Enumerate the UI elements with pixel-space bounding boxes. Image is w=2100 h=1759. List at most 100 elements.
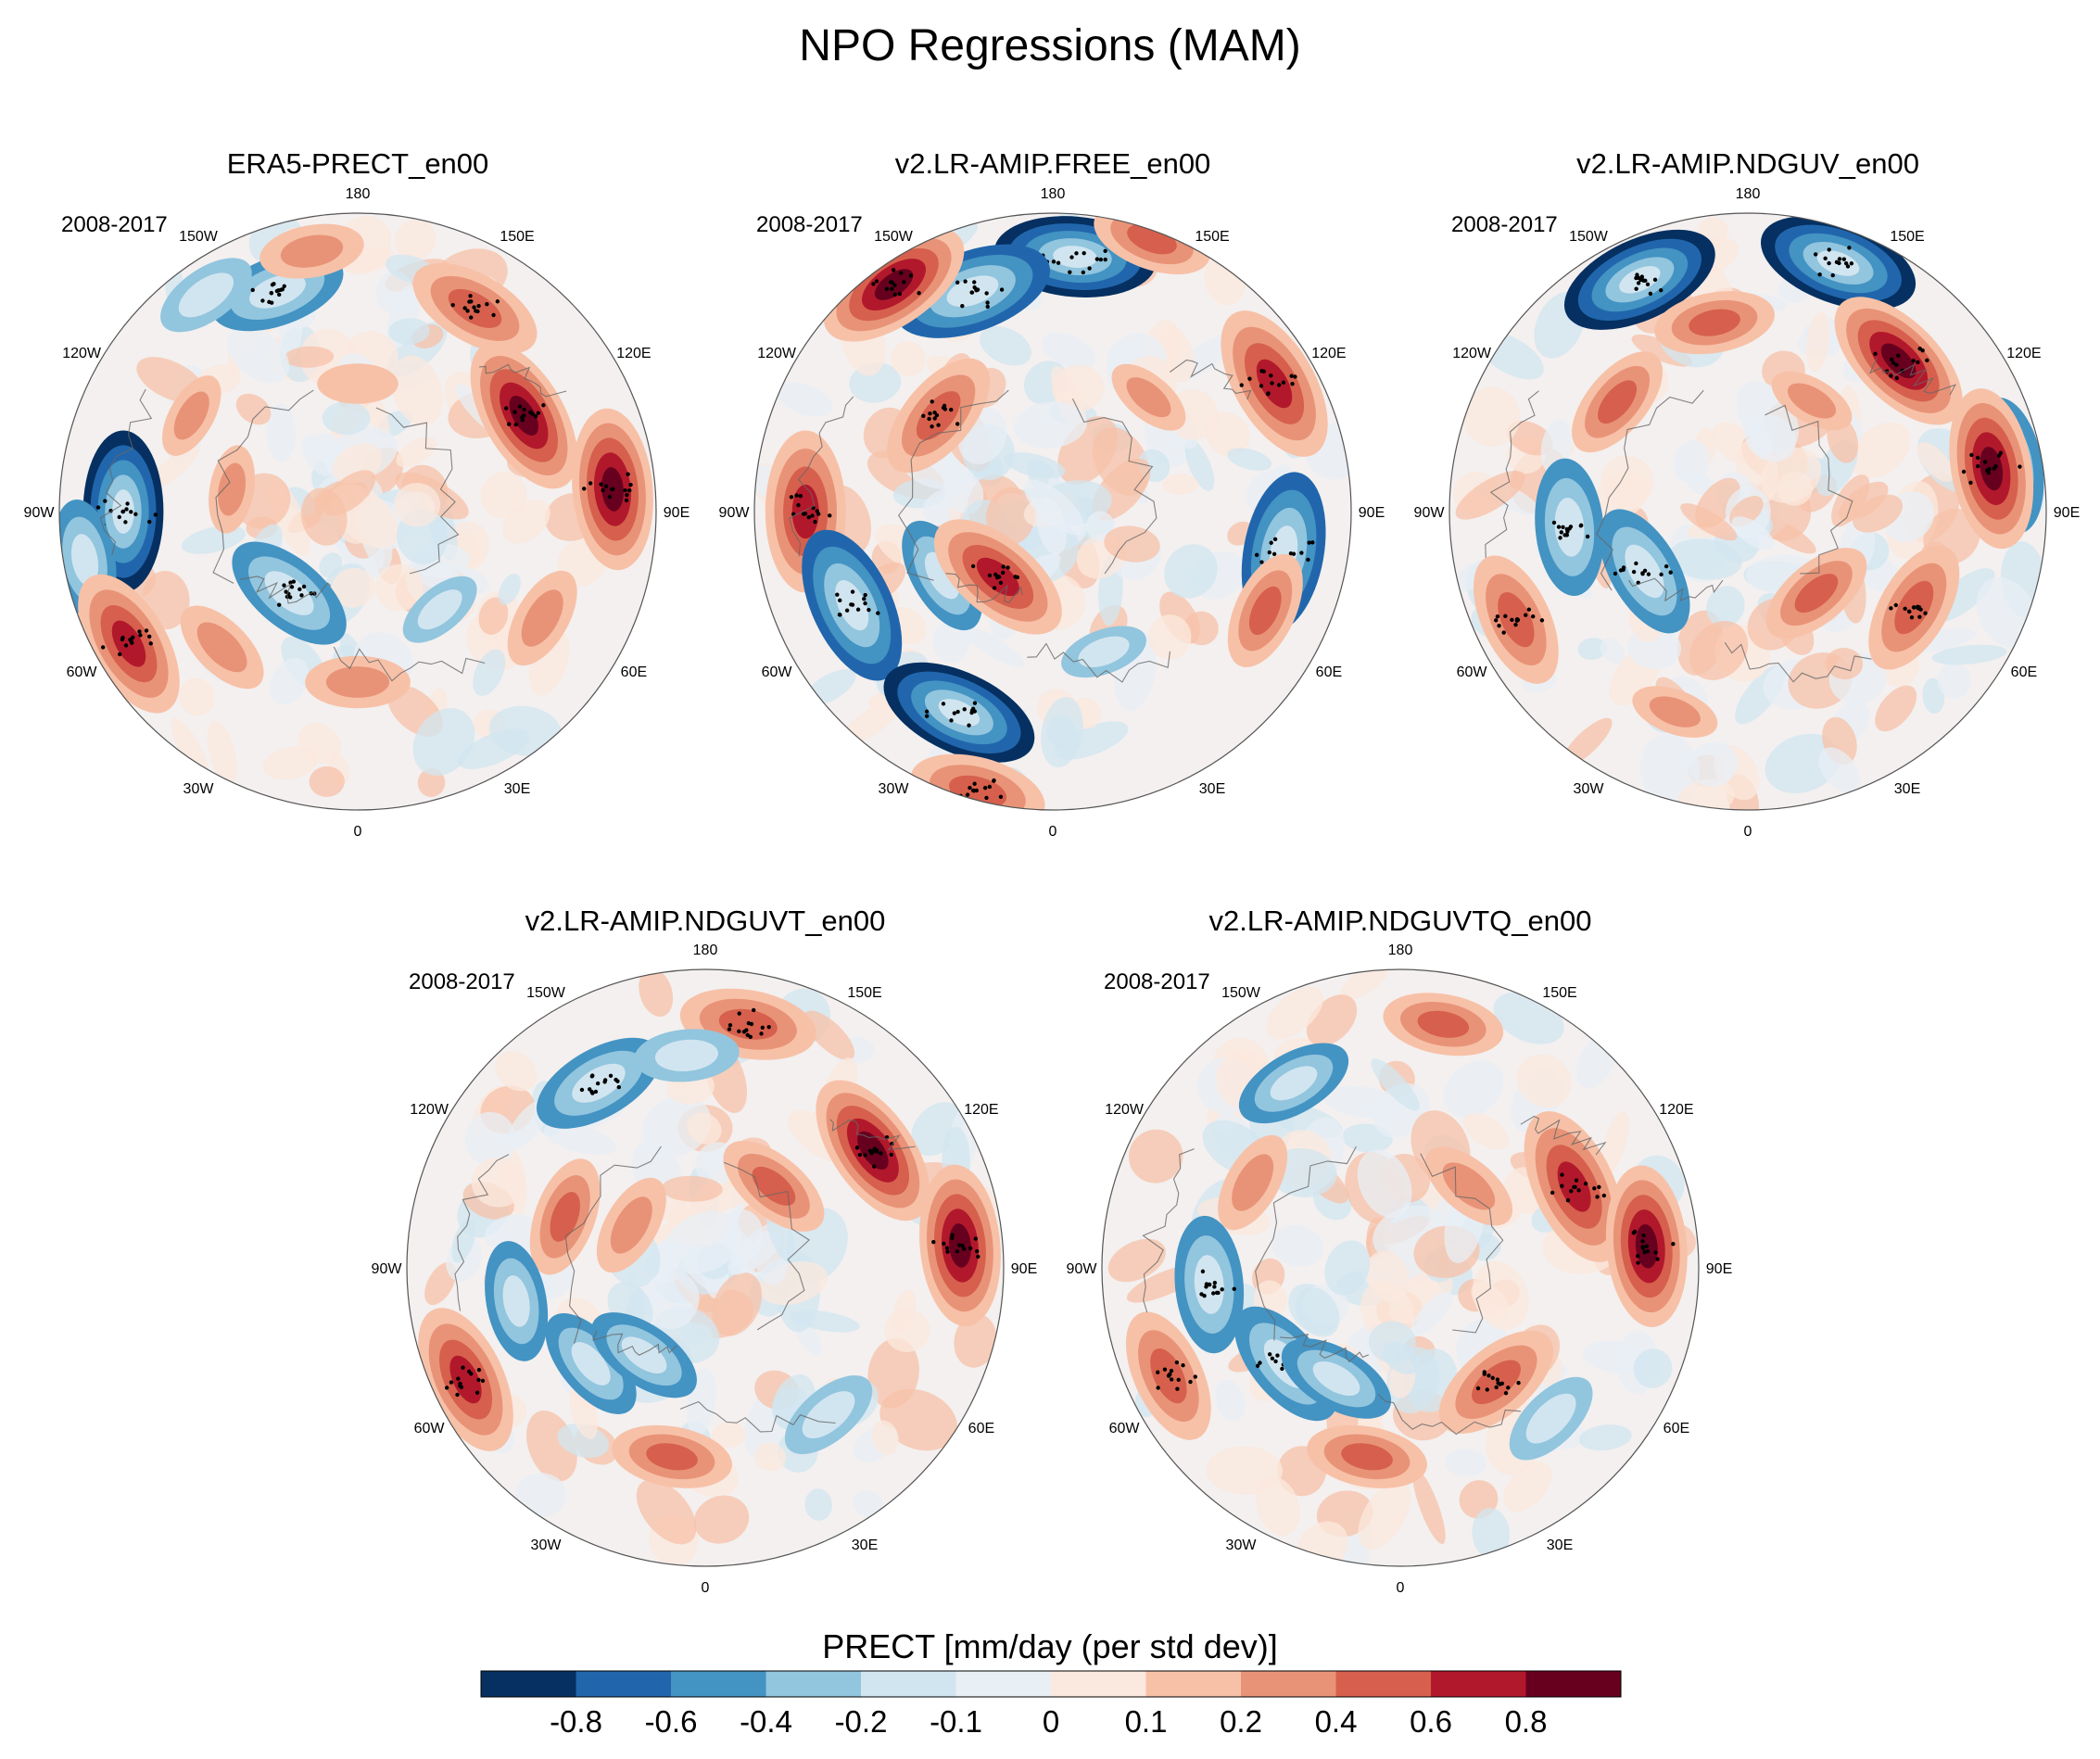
- field-texture-blob: [1365, 1250, 1410, 1302]
- significance-dot: [1239, 383, 1244, 387]
- significance-dot: [250, 287, 255, 293]
- field-texture-blob: [1205, 411, 1250, 457]
- significance-dot: [462, 306, 467, 310]
- colorbar-swatch: [1525, 1671, 1622, 1697]
- significance-dot: [120, 509, 126, 514]
- significance-dot: [890, 1141, 894, 1146]
- significance-dot: [838, 598, 842, 603]
- field-texture-blob: [1411, 1291, 1453, 1336]
- significance-dot: [1841, 257, 1847, 261]
- field-texture-blob: [171, 718, 209, 777]
- longitude-label: 0: [354, 824, 362, 840]
- longitude-label: 90W: [1414, 505, 1446, 521]
- field-texture-blob: [1503, 1462, 1552, 1512]
- longitude-label: 60W: [1109, 1421, 1141, 1436]
- coastline-segment: [99, 388, 153, 555]
- field-texture-blob: [480, 471, 527, 519]
- significance-dot: [1069, 255, 1074, 259]
- significance-dot: [1917, 614, 1922, 619]
- significance-dot: [1903, 606, 1907, 611]
- significance-dot: [1082, 250, 1086, 256]
- significance-dot: [889, 1152, 893, 1158]
- significance-dot: [1015, 575, 1020, 580]
- significance-dot: [931, 1239, 936, 1245]
- significance-dot: [854, 1145, 860, 1150]
- significance-dot: [1889, 373, 1893, 378]
- significance-dot: [969, 290, 974, 295]
- significance-dot: [957, 1243, 962, 1247]
- longitude-label: 90E: [1011, 1261, 1037, 1277]
- field-texture-blob: [1600, 1110, 1629, 1176]
- significance-dot: [1961, 469, 1967, 475]
- significance-dot: [1641, 1233, 1646, 1238]
- significance-dot: [930, 399, 934, 404]
- significance-dot: [950, 1233, 955, 1237]
- longitude-label: 180: [1041, 186, 1066, 202]
- field-texture-blob: [777, 382, 833, 417]
- field-texture-blob: [1777, 471, 1813, 506]
- significance-dot: [485, 301, 489, 307]
- longitude-label: 90W: [24, 505, 56, 521]
- field-texture-blob: [1148, 614, 1192, 660]
- field-texture-blob: [693, 1495, 750, 1544]
- significance-dot: [810, 513, 815, 518]
- longitude-label: 150W: [179, 229, 219, 245]
- longitude-label: 120W: [62, 346, 102, 361]
- field-texture-blob: [396, 437, 437, 468]
- significance-dot: [456, 1376, 461, 1381]
- significance-dot: [291, 579, 297, 584]
- coastlines: [99, 363, 567, 682]
- significance-dot: [941, 702, 946, 706]
- field-texture-blob: [1850, 422, 1911, 479]
- significance-dot: [297, 587, 302, 592]
- significance-dot: [1560, 1183, 1564, 1188]
- coastline-segment: [1765, 404, 1853, 575]
- coastline-segment: [1169, 359, 1252, 400]
- field-texture-blob: [636, 1479, 697, 1545]
- field-texture-blob: [297, 723, 342, 765]
- significance-dot: [982, 785, 988, 791]
- field-texture-blob: [1368, 1321, 1416, 1363]
- significance-dot: [932, 416, 937, 421]
- field-texture-blob: [1227, 448, 1272, 471]
- significance-dot: [1556, 525, 1562, 529]
- longitude-label: 180: [693, 943, 718, 958]
- longitude-label: 150E: [500, 229, 534, 245]
- field-texture-blob: [642, 1095, 712, 1158]
- significance-dot: [1169, 1377, 1174, 1382]
- significance-dot: [476, 303, 481, 309]
- significance-dot: [1181, 1363, 1185, 1368]
- significance-dot: [289, 585, 295, 589]
- significance-dot: [1175, 1386, 1180, 1391]
- field-contour: [1248, 586, 1282, 636]
- significance-dot: [1515, 617, 1521, 623]
- significance-dot: [1497, 623, 1501, 628]
- significance-dot: [1659, 572, 1664, 577]
- field-texture-blob: [269, 657, 310, 705]
- significance-dot: [890, 286, 894, 291]
- coastline-segment: [333, 646, 486, 682]
- significance-dot: [267, 299, 272, 305]
- significance-dot: [1845, 264, 1851, 269]
- significance-dot: [474, 1390, 480, 1395]
- field-texture-blob: [1673, 440, 1711, 484]
- significance-dot: [1094, 257, 1100, 261]
- significance-dot: [748, 1034, 753, 1040]
- significance-dot: [999, 287, 1005, 292]
- longitude-label: 60E: [968, 1421, 994, 1436]
- significance-dot: [1510, 617, 1514, 623]
- significance-dot: [1310, 540, 1315, 545]
- significance-dot: [984, 795, 989, 801]
- significance-dot: [1993, 464, 1998, 469]
- colorbar-tick-label: -0.2: [835, 1704, 888, 1739]
- field-texture-blob: [1818, 747, 1860, 793]
- significance-dot: [955, 709, 960, 715]
- significance-dot: [1567, 526, 1572, 531]
- significance-dot: [148, 641, 153, 646]
- significance-dot: [1288, 551, 1294, 556]
- colorbar-swatch: [671, 1671, 766, 1697]
- significance-dot: [998, 794, 1004, 800]
- significance-dot: [1210, 1291, 1216, 1296]
- field-texture-blob: [1680, 502, 1738, 541]
- significance-dot: [1969, 452, 1974, 458]
